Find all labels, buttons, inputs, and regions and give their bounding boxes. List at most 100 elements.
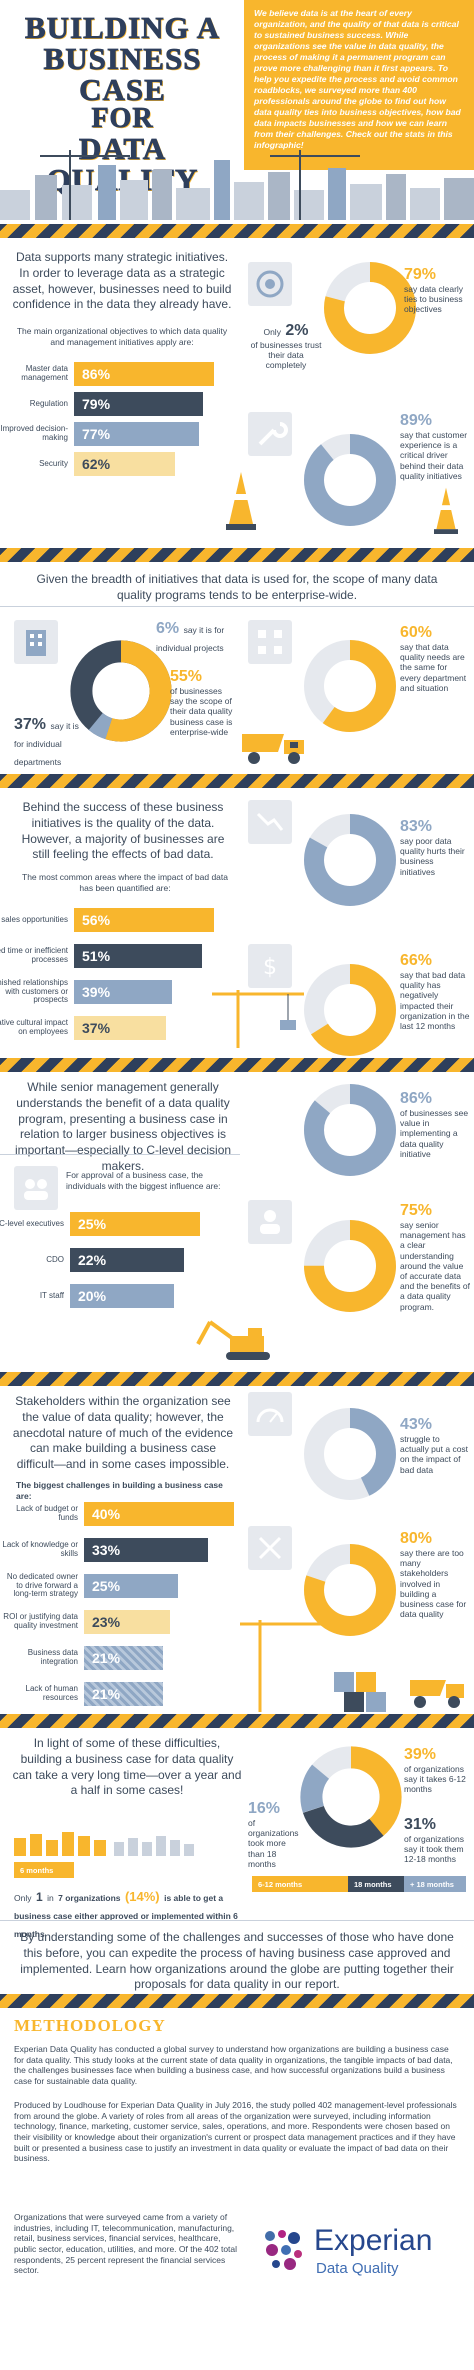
bar-label: Business data integration [27, 1648, 78, 1666]
stat-37: 37% say it is for individual departments [14, 716, 84, 770]
only-prefix: Only [14, 1893, 32, 1903]
influence-bar-row: C-level executives 25% [0, 1212, 200, 1236]
methodology-title: METHODOLOGY [14, 2016, 166, 2035]
intro-text: We believe data is at the heart of every… [244, 0, 474, 170]
experian-dots-icon [265, 2230, 302, 2270]
bar: 77% [74, 422, 199, 446]
stat-83-text: say poor data quality hurts their busine… [400, 836, 465, 877]
stat-60: 60% say that data quality needs are the … [400, 624, 470, 693]
six-months-bar: 6 months [14, 1862, 74, 1878]
stat-86: 86% of businesses see value in implement… [400, 1090, 470, 1159]
hazard-stripe [0, 1058, 474, 1072]
bar: 21% [84, 1646, 163, 1670]
bar-label: Security [39, 458, 68, 468]
bar-label: Lack of budget or funds [16, 1504, 78, 1522]
bar: 21% [84, 1682, 163, 1706]
methodology-paragraph-2: Produced by Loudhouse for Experian Data … [14, 2100, 457, 2164]
methodology-paragraph-3: Organizations that were surveyed came fr… [14, 2212, 238, 2276]
legend-18-plus: + 18 months [404, 1876, 466, 1892]
stat-86-text: of businesses see value in implementing … [400, 1108, 469, 1159]
objective-bar-row: Improved decision-making 77% [0, 422, 214, 446]
stat-31-percent: 31% [404, 1816, 437, 1833]
stat-89: 89% say that customer experience is a cr… [400, 412, 470, 481]
influence-bars-title: For approval of a business case, the ind… [66, 1170, 221, 1191]
header: BUILDING A BUSINESS CASE FOR DATA QUALIT… [0, 0, 474, 238]
influence-bar-row: CDO 22% [46, 1248, 200, 1272]
bar: 33% [84, 1538, 208, 1562]
influence-bar-row: IT staff 20% [40, 1284, 200, 1308]
section-1-text: Data supports many strategic initiatives… [12, 250, 232, 312]
donut-75 [304, 1220, 396, 1312]
wrench-icon [248, 412, 292, 456]
svg-text:$: $ [263, 955, 277, 980]
experian-logo-name: Experian [314, 2224, 433, 2257]
stat-83-percent: 83% [400, 818, 433, 835]
only-percent: (14%) [124, 1889, 160, 1904]
donut-86 [304, 1084, 396, 1176]
bar: 23% [84, 1610, 170, 1634]
bar-label: Master data management [21, 364, 68, 382]
bar-label: Negative cultural impact on employees [0, 1018, 68, 1036]
impact-bar-row: Negative cultural impact on employees 37… [0, 1016, 214, 1040]
section-4-text: While senior management generally unders… [14, 1080, 232, 1174]
impact-bar-row: Lost sales opportunities 56% [0, 908, 214, 932]
infographic-title: BUILDING A BUSINESS CASE FOR DATA QUALIT… [10, 12, 235, 196]
bar: 37% [74, 1016, 166, 1040]
donut-timeline [300, 1746, 402, 1848]
bar-label: C-level executives [0, 1218, 64, 1228]
building-icon [14, 620, 58, 664]
crane-icon [212, 990, 304, 1048]
stat-2-prefix: Only [263, 327, 281, 337]
stat-6-text: say it is for individual projects [156, 625, 225, 653]
title-line-2: BUSINESS CASE [43, 41, 202, 107]
stat-75-text: say senior management has a clear unders… [400, 1220, 470, 1312]
hazard-stripe [0, 548, 474, 562]
objective-bar-row: Security 62% [39, 452, 214, 476]
stat-55-percent: 55% [170, 668, 203, 685]
bar-label: Regulation [29, 398, 68, 408]
stat-55: 55% of businesses say the scope of their… [170, 668, 234, 737]
donut-89 [304, 434, 396, 526]
section-6-text: In light of some of these difficulties, … [12, 1736, 242, 1798]
impact-bars-title: The most common areas where the impact o… [22, 872, 228, 893]
hazard-stripe [0, 224, 474, 238]
stat-37-text: say it is for individual departments [14, 721, 79, 767]
bar-label: CDO [46, 1254, 64, 1264]
people-icon [14, 1166, 58, 1210]
donut-80 [304, 1544, 396, 1636]
dollar-down-icon: $ [248, 944, 292, 988]
stat-6-percent: 6% [156, 620, 180, 637]
donut-83 [304, 814, 396, 906]
bar: 40% [84, 1502, 234, 1526]
bar-label: Lack of human resources [25, 1684, 78, 1702]
tools-icon [248, 1526, 292, 1570]
bar: 56% [74, 908, 214, 932]
construction-site-illustration [240, 1620, 464, 1712]
hazard-stripe [0, 1714, 474, 1728]
only-number: 1 [35, 1890, 43, 1904]
construction-skyline-illustration [0, 150, 474, 220]
stat-2-text: of businesses trust their data completel… [250, 340, 322, 371]
challenge-bar-row: Lack of knowledge or skills 33% [2, 1538, 234, 1562]
stat-31: 31% of organizations say it took them 12… [404, 1816, 472, 1865]
stat-16-percent: 16% [248, 1800, 281, 1817]
section-2-text: Given the breadth of initiatives that da… [36, 572, 438, 602]
dump-truck-icon [242, 734, 304, 764]
stat-2-percent: 2% [285, 322, 309, 339]
closing-text: By understanding some of the challenges … [20, 1930, 454, 1992]
stat-83: 83% say poor data quality hurts their bu… [400, 818, 470, 877]
bar-label: Wasted time or inefficient processes [0, 946, 68, 964]
objectives-bars-title: The main organizational objectives to wh… [16, 326, 228, 347]
stat-39: 39% of organizations say it takes 6-12 m… [404, 1746, 472, 1795]
impact-bar-row: Wasted time or inefficient processes 51% [0, 944, 214, 968]
only-organizations: 7 organizations [58, 1893, 121, 1903]
challenge-bar-row: No dedicated owner to drive forward a lo… [7, 1572, 234, 1598]
donut-43 [304, 1408, 396, 1500]
gauge-icon [248, 1392, 292, 1436]
stat-79-percent: 79% [404, 266, 437, 283]
stat-79: 79% say data clearly ties to business ob… [404, 266, 470, 315]
stat-89-percent: 89% [400, 412, 433, 429]
stat-6: 6% say it is for individual projects [156, 620, 246, 656]
challenges-bars-title: The biggest challenges in building a bus… [16, 1480, 223, 1501]
stat-66-text: say that bad data quality has negatively… [400, 970, 470, 1031]
